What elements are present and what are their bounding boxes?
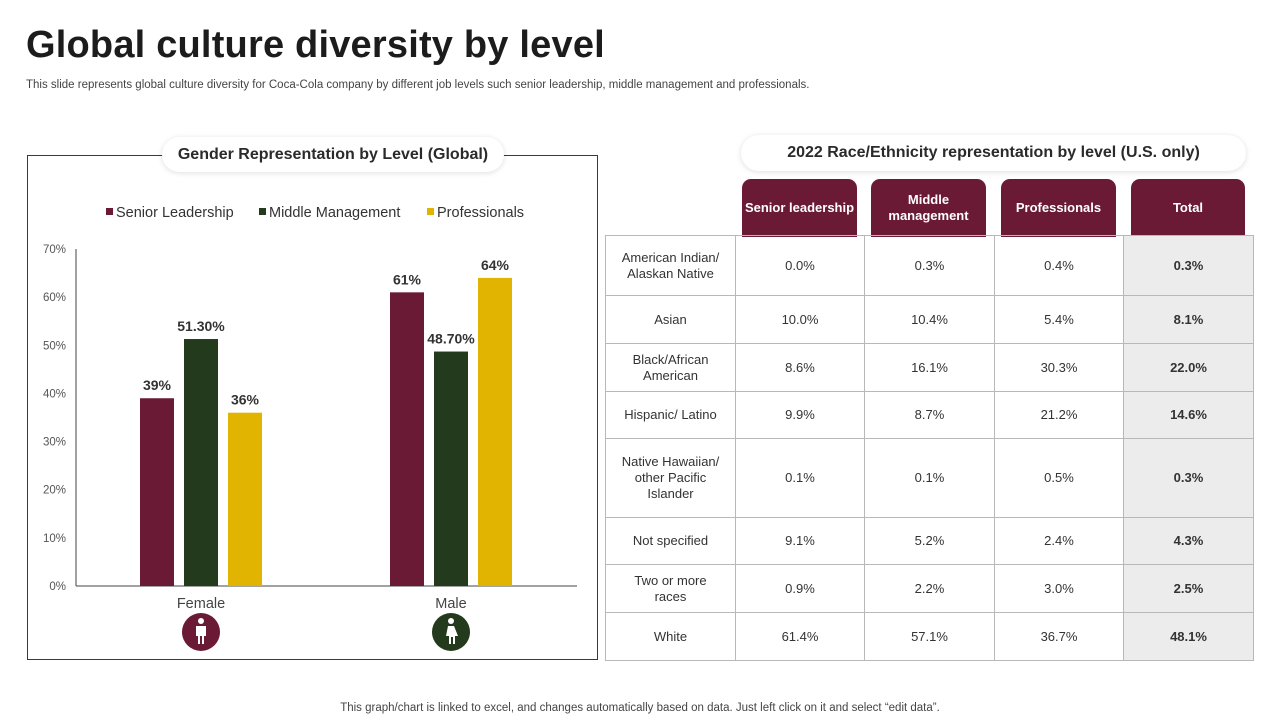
table-row: Two or more races 0.9% 2.2% 3.0% 2.5% — [605, 564, 1254, 613]
table-cell: 61.4% — [735, 612, 865, 661]
bar — [390, 292, 424, 586]
table-row: White 61.4% 57.1% 36.7% 48.1% — [605, 612, 1254, 661]
total-cell: 8.1% — [1123, 295, 1254, 344]
y-tick-label: 30% — [43, 437, 66, 449]
table-row: Native Hawaiian/ other Pacific Islander 0… — [605, 438, 1254, 518]
table-cell: 16.1% — [864, 343, 995, 392]
total-cell: 2.5% — [1123, 564, 1254, 613]
col-head-middle: Middle management — [871, 179, 986, 237]
bar-data-label: 61% — [393, 271, 422, 287]
bar — [228, 412, 262, 586]
legend-label: Middle Management — [269, 205, 400, 221]
bar-data-label: 64% — [481, 257, 510, 273]
table-cell: 0.3% — [864, 235, 995, 296]
bar-data-label: 39% — [143, 377, 172, 393]
total-cell: 0.3% — [1123, 235, 1254, 296]
table-title: 2022 Race/Ethnicity representation by le… — [741, 135, 1246, 171]
page-title: Global culture diversity by level — [26, 24, 605, 66]
table-cell: 57.1% — [864, 612, 995, 661]
table-row: American Indian/ Alaskan Native 0.0% 0.3% 0… — [605, 235, 1254, 296]
y-tick-label: 40% — [43, 388, 66, 400]
table-cell: 0.1% — [864, 438, 995, 518]
total-cell: 4.3% — [1123, 517, 1254, 565]
chart-title: Gender Representation by Level (Global) — [162, 137, 504, 172]
y-tick-label: 20% — [43, 485, 66, 497]
row-label: American Indian/ Alaskan Native — [605, 235, 736, 296]
y-tick-label: 70% — [43, 244, 66, 256]
table-cell: 2.2% — [864, 564, 995, 613]
table-cell: 10.0% — [735, 295, 865, 344]
total-cell: 0.3% — [1123, 438, 1254, 518]
bar — [434, 351, 468, 586]
row-label: Black/African American — [605, 343, 736, 392]
x-tick-label: Female — [177, 596, 225, 612]
table-cell: 0.0% — [735, 235, 865, 296]
table-cell: 21.2% — [994, 391, 1124, 439]
bar-data-label: 36% — [231, 392, 260, 408]
table-cell: 2.4% — [994, 517, 1124, 565]
table-cell: 5.4% — [994, 295, 1124, 344]
table-cell: 30.3% — [994, 343, 1124, 392]
total-cell: 14.6% — [1123, 391, 1254, 439]
bar — [140, 398, 174, 586]
bar-data-label: 48.70% — [427, 331, 475, 347]
bar — [184, 339, 218, 586]
table-cell: 9.1% — [735, 517, 865, 565]
row-label: White — [605, 612, 736, 661]
table-cell: 36.7% — [994, 612, 1124, 661]
table-row: Not specified 9.1% 5.2% 2.4% 4.3% — [605, 517, 1254, 565]
col-head-total: Total — [1131, 179, 1245, 237]
table-cell: 0.5% — [994, 438, 1124, 518]
ethnicity-table: American Indian/ Alaskan Native 0.0% 0.3% 0… — [605, 235, 1254, 661]
footer-note: This graph/chart is linked to excel, and… — [340, 702, 940, 714]
bar-data-label: 51.30% — [177, 318, 225, 334]
table-row: Asian 10.0% 10.4% 5.4% 8.1% — [605, 295, 1254, 344]
legend-swatch — [427, 208, 434, 215]
row-label: Hispanic/ Latino — [605, 391, 736, 439]
total-cell: 22.0% — [1123, 343, 1254, 392]
table-cell: 5.2% — [864, 517, 995, 565]
page-subtitle: This slide represents global culture div… — [26, 79, 810, 91]
table-cell: 8.7% — [864, 391, 995, 439]
row-label: Two or more races — [605, 564, 736, 613]
legend-label: Professionals — [437, 205, 524, 221]
table-cell: 8.6% — [735, 343, 865, 392]
bar — [478, 277, 512, 586]
table-cell: 0.4% — [994, 235, 1124, 296]
table-row: Hispanic/ Latino 9.9% 8.7% 21.2% 14.6% — [605, 391, 1254, 439]
male-person-icon-head — [448, 618, 454, 624]
table-cell: 0.1% — [735, 438, 865, 518]
table-cell: 10.4% — [864, 295, 995, 344]
total-cell: 48.1% — [1123, 612, 1254, 661]
col-head-professionals: Professionals — [1001, 179, 1116, 237]
x-tick-label: Male — [435, 596, 466, 612]
y-tick-label: 50% — [43, 340, 66, 352]
row-label: Not specified — [605, 517, 736, 565]
table-cell: 3.0% — [994, 564, 1124, 613]
table-cell: 9.9% — [735, 391, 865, 439]
col-head-senior: Senior leadership — [742, 179, 857, 237]
legend-swatch — [259, 208, 266, 215]
row-label: Asian — [605, 295, 736, 344]
legend-label: Senior Leadership — [116, 205, 234, 221]
row-label: Native Hawaiian/ other Pacific Islander — [605, 438, 736, 518]
y-tick-label: 60% — [43, 292, 66, 304]
legend-swatch — [106, 208, 113, 215]
y-tick-label: 0% — [49, 581, 66, 593]
y-tick-label: 10% — [43, 533, 66, 545]
male-person-icon-body — [446, 626, 458, 644]
female-person-icon-body — [196, 626, 206, 644]
table-row: Black/African American 8.6% 16.1% 30.3% 22.0… — [605, 343, 1254, 392]
female-person-icon-head — [198, 618, 204, 624]
table-cell: 0.9% — [735, 564, 865, 613]
